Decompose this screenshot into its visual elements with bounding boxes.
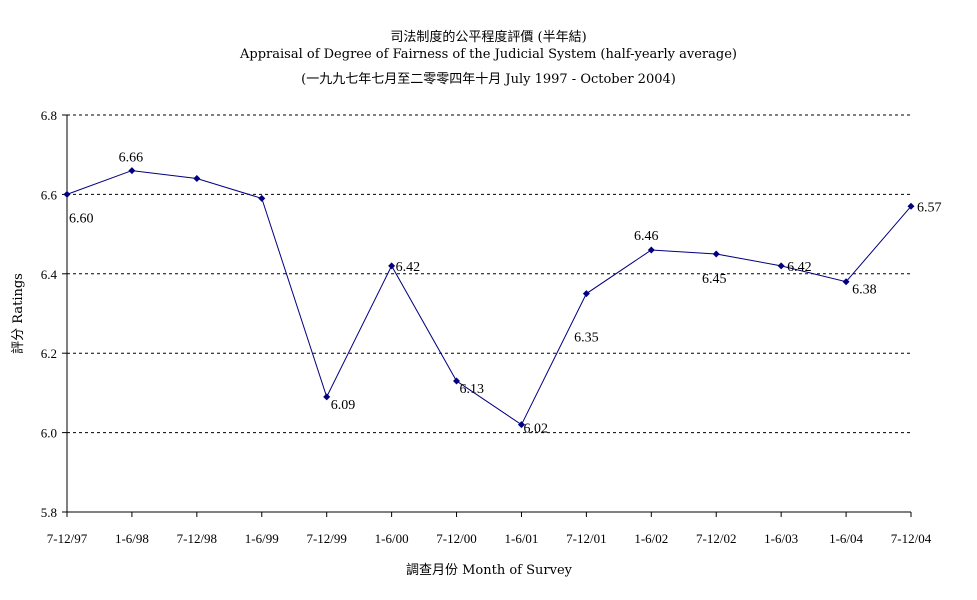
data-label: 6.60	[69, 211, 94, 226]
data-point	[63, 190, 71, 198]
data-point	[388, 262, 396, 270]
axes	[62, 114, 912, 517]
data-labels: 6.60 6.66 6.09 6.42 6.13 6.02 6.35 6.46 6.45 6.42…	[69, 151, 942, 437]
data-label: 6.09	[331, 398, 356, 413]
data-label: 6.42	[396, 260, 421, 275]
y-tick-label: 6.8	[41, 108, 57, 123]
x-axis-label: 調查月份 Month of Survey	[406, 563, 573, 578]
data-point	[842, 278, 850, 286]
y-axis-label: 評分 Ratings	[11, 273, 26, 354]
data-point	[517, 421, 525, 429]
x-tick-label: 7-12/00	[436, 531, 476, 546]
x-tick-label: 7-12/02	[696, 531, 736, 546]
data-label: 6.13	[460, 382, 485, 397]
data-label: 6.45	[702, 272, 727, 287]
data-label: 6.57	[917, 200, 942, 215]
data-point	[777, 262, 785, 270]
y-tick-label: 6.2	[41, 346, 57, 361]
x-tick-label: 1-6/00	[375, 531, 409, 546]
data-label: 6.46	[634, 229, 659, 244]
x-tick-label: 1-6/98	[115, 531, 149, 546]
chart-title-chinese: 司法制度的公平程度評價 (半年結)	[390, 30, 587, 45]
data-label: 6.02	[523, 422, 548, 437]
data-point	[193, 175, 201, 183]
data-markers	[63, 167, 915, 429]
x-tick-labels: 7-12/97 1-6/98 7-12/98 1-6/99 7-12/99 1-6/00 7…	[47, 531, 932, 546]
data-label: 6.42	[787, 260, 812, 275]
x-tick-label: 1-6/99	[245, 531, 279, 546]
x-tick-label: 1-6/04	[829, 531, 863, 546]
x-tick-label: 7-12/04	[891, 531, 932, 546]
y-tick-label: 5.8	[41, 505, 57, 520]
chart-title-english: Appraisal of Degree of Fairness of the J…	[240, 47, 737, 62]
y-tick-label: 6.0	[41, 426, 57, 441]
chart-subtitle: (一九九七年七月至二零零四年十月 July 1997 - October 200…	[301, 72, 676, 87]
gridlines	[67, 114, 911, 434]
data-point	[582, 290, 590, 298]
y-tick-labels: 5.8 6.0 6.2 6.4 6.6 6.8	[41, 108, 58, 520]
data-point	[258, 194, 266, 202]
y-tick-label: 6.4	[41, 267, 58, 282]
data-label: 6.35	[574, 331, 599, 346]
data-point	[647, 246, 655, 254]
series-ratings	[66, 170, 912, 426]
x-tick-label: 7-12/97	[47, 531, 88, 546]
data-label: 6.66	[119, 151, 144, 166]
data-label: 6.38	[852, 283, 877, 298]
data-point	[712, 250, 720, 258]
data-point	[453, 377, 461, 385]
x-tick-label: 1-6/01	[504, 531, 538, 546]
data-point	[323, 393, 331, 401]
data-point	[128, 167, 136, 175]
x-tick-label: 7-12/99	[306, 531, 346, 546]
y-tick-label: 6.6	[41, 187, 58, 202]
series-line	[66, 170, 912, 426]
x-tick-label: 1-6/02	[634, 531, 668, 546]
x-tick-label: 7-12/98	[177, 531, 217, 546]
x-tick-label: 7-12/01	[566, 531, 606, 546]
x-tick-label: 1-6/03	[764, 531, 798, 546]
data-point	[907, 202, 915, 210]
